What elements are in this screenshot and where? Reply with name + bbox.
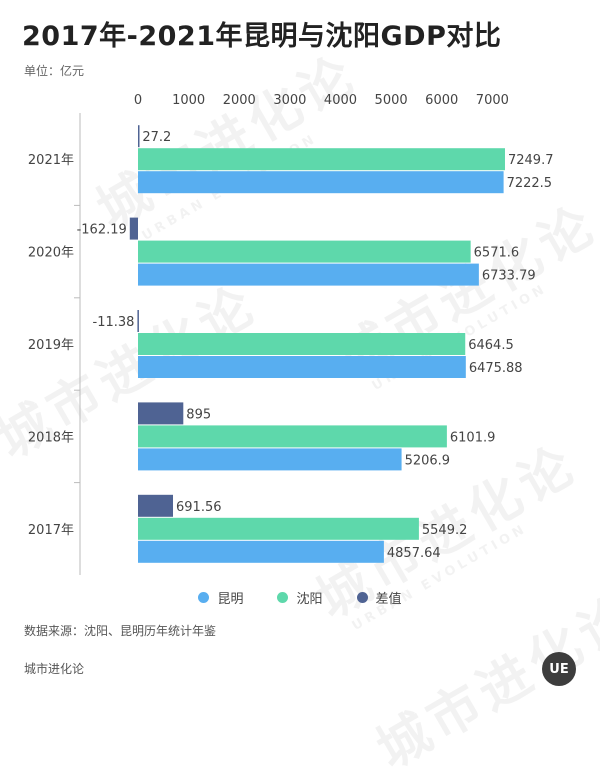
x-tick-label: 6000	[425, 93, 458, 108]
x-tick-label: 7000	[476, 93, 509, 108]
data-label: 5549.2	[422, 523, 468, 538]
data-label: 5206.9	[405, 453, 451, 468]
bar	[138, 263, 479, 286]
bar	[129, 217, 138, 240]
bar	[138, 517, 419, 540]
category-label: 2017年	[28, 523, 74, 538]
data-label: 6571.6	[474, 246, 520, 261]
legend-label-shenyang: 沈阳	[296, 592, 323, 607]
data-label: -162.19	[77, 223, 127, 238]
data-label: 6733.79	[482, 269, 536, 284]
legend: 昆明 沈阳 差值	[0, 588, 600, 607]
legend-item-difference[interactable]: 差值	[356, 588, 402, 607]
bar	[138, 125, 140, 148]
data-label: 7249.7	[508, 153, 554, 168]
data-label: 6101.9	[450, 430, 496, 445]
bar	[138, 448, 402, 471]
bar	[138, 402, 184, 425]
bar	[137, 310, 139, 332]
data-label: 6475.88	[469, 361, 523, 376]
data-label: 691.56	[176, 500, 222, 515]
legend-swatch-difference	[356, 592, 368, 603]
legend-swatch-kunming	[198, 592, 210, 603]
footer-brand: 城市进化论	[24, 662, 85, 676]
x-tick-label: 0	[134, 93, 142, 108]
chart-title: 2017年-2021年昆明与沈阳GDP对比	[22, 21, 502, 52]
legend-item-kunming[interactable]: 昆明	[198, 588, 243, 607]
x-tick-label: 4000	[324, 93, 357, 108]
bar	[138, 425, 447, 448]
bar	[138, 333, 466, 355]
legend-item-shenyang[interactable]: 沈阳	[277, 588, 323, 607]
category-label: 2020年	[28, 246, 74, 261]
data-label: 6464.5	[468, 338, 513, 353]
category-label: 2018年	[28, 430, 74, 445]
x-tick-label: 3000	[273, 93, 306, 108]
x-tick-label: 2000	[223, 93, 256, 108]
bar	[138, 540, 384, 563]
category-label: 2021年	[28, 153, 74, 168]
data-label: 27.2	[142, 130, 171, 145]
legend-label-difference: 差值	[375, 592, 402, 607]
data-label: 7222.5	[507, 176, 552, 191]
x-tick-label: 1000	[172, 93, 205, 108]
bar	[138, 356, 466, 378]
category-label: 2019年	[28, 338, 74, 353]
data-label: -11.38	[93, 315, 135, 330]
brand-logo: UE	[542, 652, 576, 686]
bar	[138, 148, 505, 171]
unit-label: 单位：亿元	[24, 64, 85, 78]
bar	[138, 494, 174, 517]
bar	[138, 171, 504, 194]
legend-label-kunming: 昆明	[217, 592, 244, 607]
legend-swatch-shenyang	[277, 592, 289, 603]
data-label: 895	[186, 407, 211, 422]
bar-chart: 0 1000 2000 3000 4000 5000 6000 7000 2021年 27.2 72…	[28, 93, 554, 575]
x-tick-label: 5000	[375, 93, 408, 108]
data-source-note: 数据来源：沈阳、昆明历年统计年鉴	[24, 624, 217, 638]
bar	[138, 240, 471, 263]
data-label: 4857.64	[387, 546, 441, 561]
